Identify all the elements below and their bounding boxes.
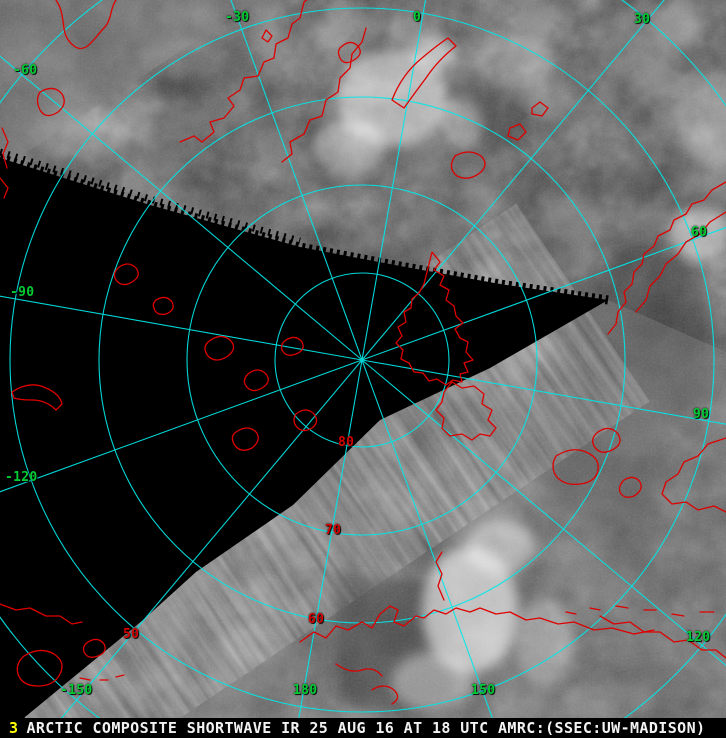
coast-topleft <box>55 0 117 50</box>
longitude-label: -90 <box>10 285 35 300</box>
latitude-label: 70 <box>325 523 342 538</box>
longitude-label: -120 <box>5 470 38 485</box>
meridian-line <box>0 295 363 361</box>
meridian-line <box>230 0 363 361</box>
longitude-label: 30 <box>634 12 651 27</box>
longitude-label: 0 <box>413 10 422 25</box>
coast-europe <box>661 437 726 513</box>
coast-greenland <box>395 251 474 386</box>
longitude-label: -60 <box>13 63 38 78</box>
meridian-line <box>44 359 363 738</box>
missing-data-wedge <box>0 148 609 738</box>
status-bar: 3 ARCTIC COMPOSITE SHORTWAVE IR 25 AUG 1… <box>0 718 726 738</box>
longitude-label: -30 <box>225 10 250 25</box>
coast-banana-island <box>11 384 63 411</box>
longitude-label: 120 <box>686 630 711 645</box>
meridian-line <box>294 359 363 738</box>
coast-alaska <box>299 605 655 643</box>
coast-franzjosef <box>507 101 549 141</box>
coast-alaska-peninsula <box>435 551 445 601</box>
latitude-label: 60 <box>308 612 325 627</box>
longitude-label: 180 <box>293 683 318 698</box>
longitude-label: 150 <box>471 683 496 698</box>
latitude-label: 80 <box>338 435 355 450</box>
coast-iceland <box>552 449 599 485</box>
meridian-line <box>361 0 427 361</box>
coast-greenland-south <box>435 381 497 441</box>
meridian-line <box>0 55 363 361</box>
longitude-label: -150 <box>60 683 93 698</box>
latitude-circle <box>274 272 450 448</box>
coast-norway <box>607 181 726 335</box>
meridian-line <box>361 359 726 425</box>
status-text: ARCTIC COMPOSITE SHORTWAVE IR 25 AUG 16 … <box>26 719 706 737</box>
coast-kamchatka <box>0 603 83 625</box>
coast-norway-inner <box>635 211 726 313</box>
coast-islet <box>261 29 273 43</box>
coast-island-round <box>450 151 486 179</box>
coast-left-edge-bits <box>0 127 9 199</box>
longitude-label: 90 <box>693 407 710 422</box>
meridian-line <box>361 359 501 738</box>
latitude-label: 50 <box>123 627 140 642</box>
latitude-circle <box>98 96 626 624</box>
channel-number: 3 <box>9 719 19 737</box>
coastlines <box>0 0 726 705</box>
meridian-line <box>361 0 665 361</box>
coast-uk-islands <box>592 427 642 498</box>
coast-japan <box>16 638 106 687</box>
longitude-label: 60 <box>691 225 708 240</box>
latitude-circle <box>186 184 538 536</box>
meridian-line <box>361 359 726 667</box>
coast-kuril-dashes <box>79 674 125 681</box>
coast-novaya-zemlya <box>391 37 457 109</box>
coast-alaska-south <box>335 663 399 705</box>
meridian-line <box>0 359 363 493</box>
coast-taymyr2 <box>281 27 367 163</box>
coast-svalbard <box>337 41 361 64</box>
latitude-circle <box>9 7 715 713</box>
coast-bottomright <box>599 615 726 659</box>
coast-topleft-island <box>36 87 65 117</box>
coast-archipelago <box>113 263 318 451</box>
coast-taymyr <box>179 0 308 143</box>
coast-aleutians <box>565 605 715 617</box>
